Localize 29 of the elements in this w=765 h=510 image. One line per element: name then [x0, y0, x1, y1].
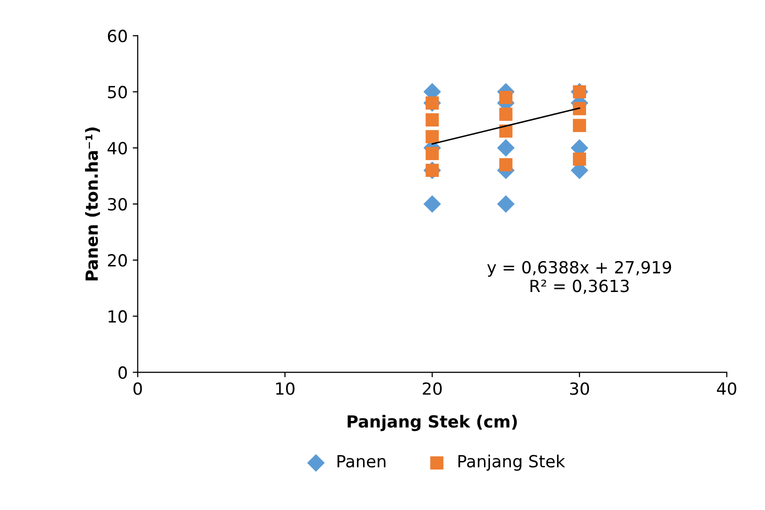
x-tick-label: 30: [570, 382, 589, 395]
point: [497, 139, 515, 157]
y-tick-label: 20: [108, 254, 127, 267]
point: [497, 195, 515, 213]
legend-label: Panen: [338, 455, 386, 468]
x-tick-label: 10: [276, 382, 294, 395]
legend-label: Panjang Stek: [458, 454, 566, 471]
point: [426, 146, 439, 160]
point: [499, 158, 512, 172]
y-tick-label: 40: [108, 142, 127, 154]
point: [572, 118, 586, 132]
annotation: y = 0,6388x + 27,919 R² = 0,3613: [487, 260, 672, 294]
point: [426, 113, 439, 126]
point: [423, 195, 442, 213]
y-tick-label: 30: [108, 198, 127, 211]
x-tick-label: 0: [133, 382, 142, 395]
y-tick-label: 10: [108, 310, 127, 323]
x-tick-label: 40: [716, 382, 736, 395]
y-axis-title: Panen (ton.ha⁻¹): [85, 127, 100, 280]
point: [572, 152, 586, 166]
point: [426, 130, 439, 144]
point: [499, 108, 512, 121]
point: [499, 90, 512, 104]
x-axis-title: Panjang Stek (cm): [348, 414, 517, 432]
y-tick-label: 50: [108, 86, 127, 98]
y-tick-label: 60: [108, 30, 127, 42]
x-tick-label: 20: [422, 382, 442, 395]
point: [572, 102, 586, 116]
y-tick-label: 0: [118, 366, 127, 379]
